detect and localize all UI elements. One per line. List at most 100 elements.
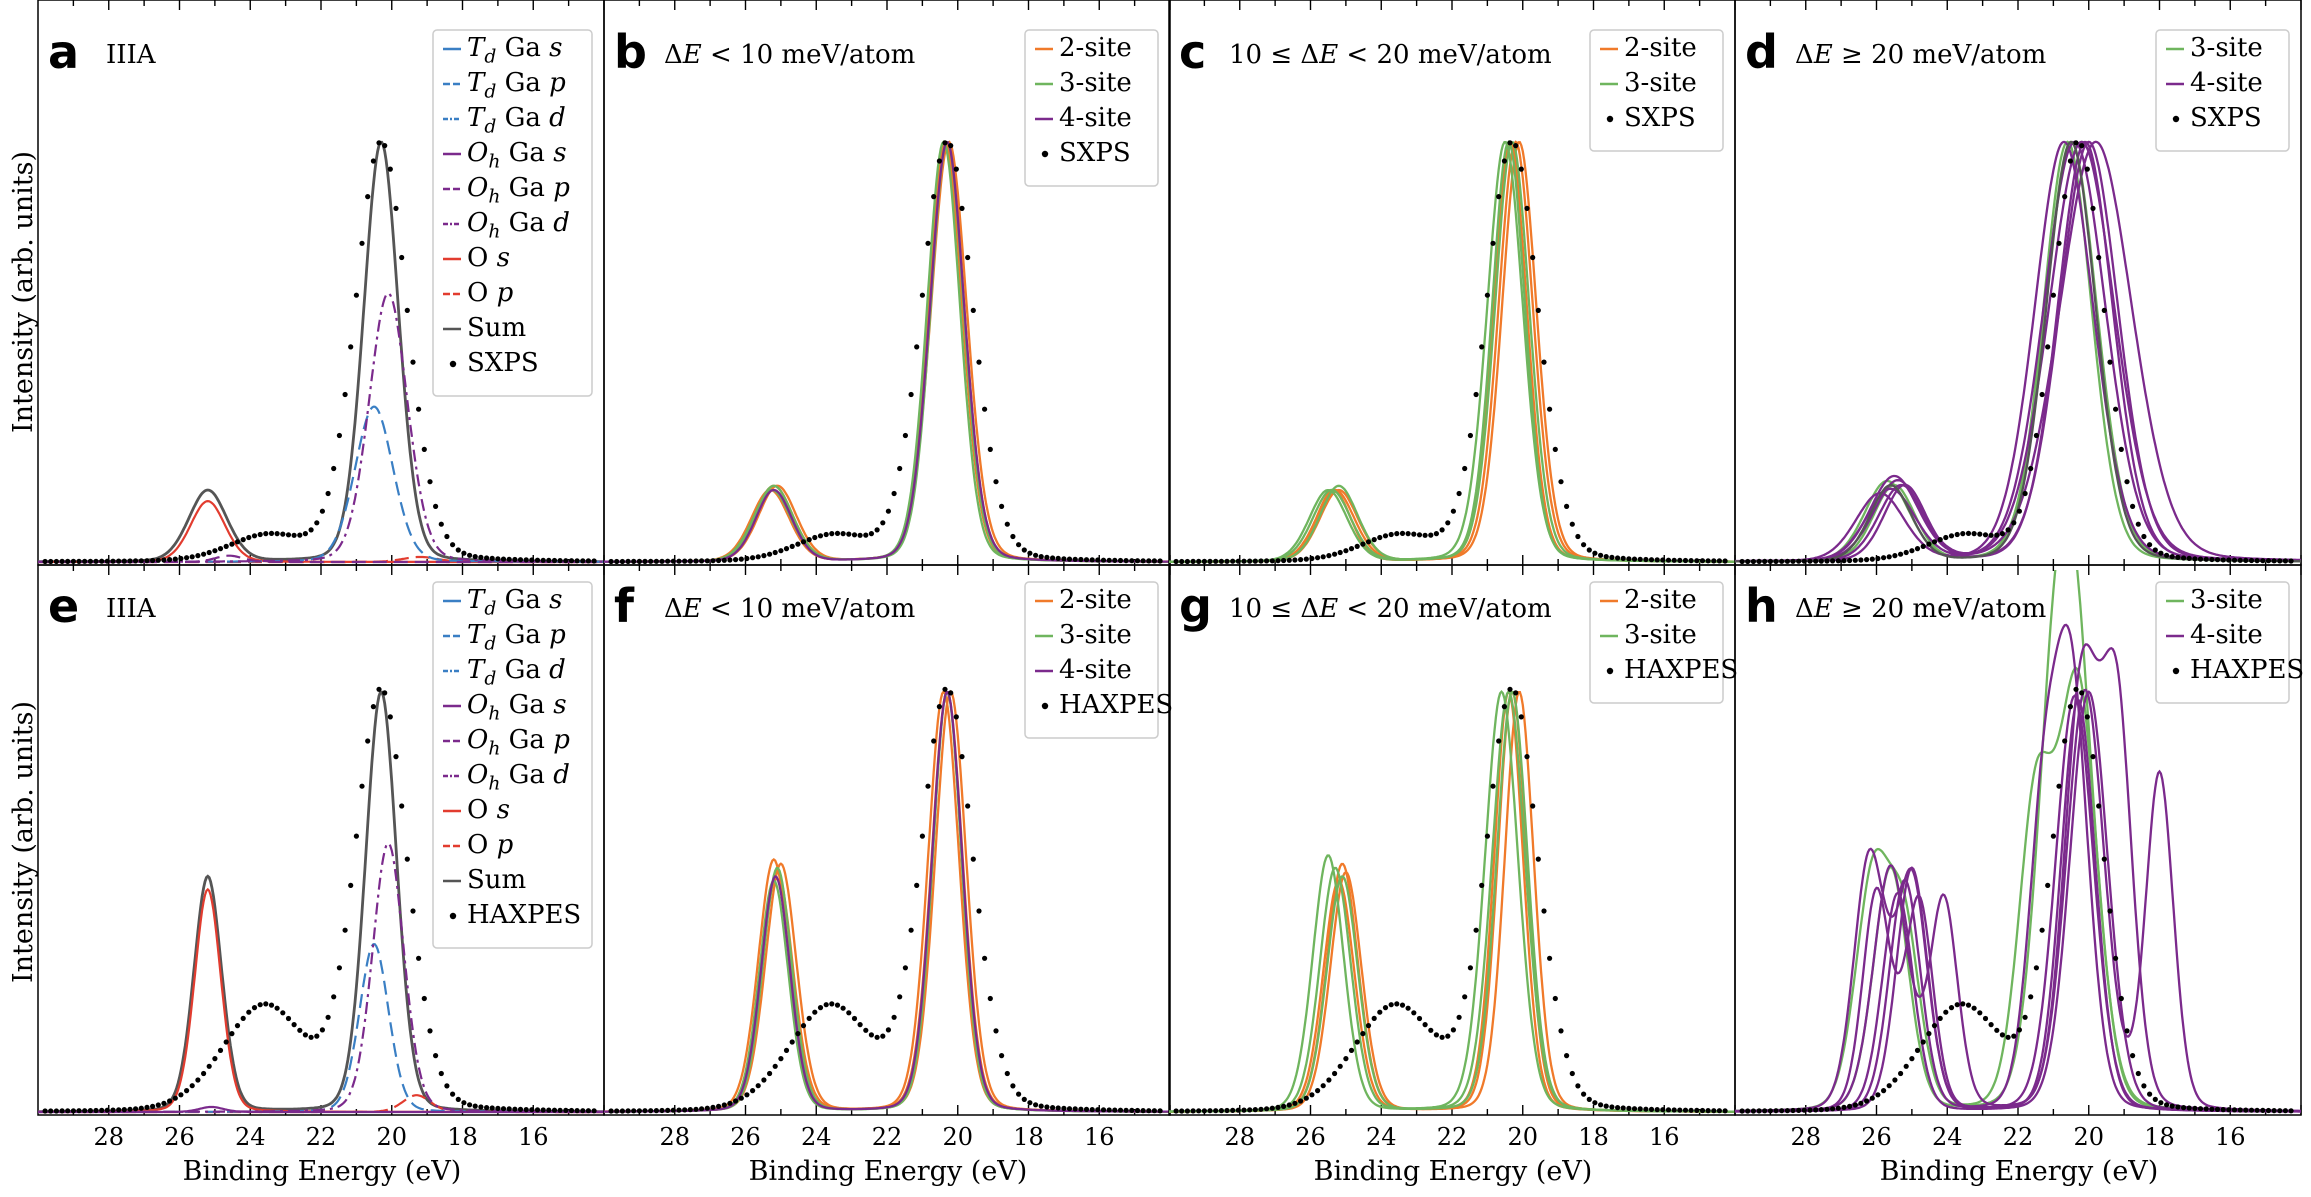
experimental-point bbox=[733, 1098, 739, 1104]
experimental-point bbox=[500, 556, 507, 562]
experimental-point bbox=[953, 714, 959, 720]
experimental-point bbox=[512, 556, 518, 563]
experimental-point bbox=[1739, 1108, 1745, 1114]
experimental-point bbox=[970, 307, 976, 313]
experimental-point bbox=[2169, 1103, 2175, 1109]
experimental-point bbox=[155, 557, 161, 563]
legend-marker bbox=[449, 912, 457, 920]
experimental-point bbox=[1433, 1032, 1439, 1038]
experimental-point bbox=[2237, 1107, 2243, 1113]
experimental-point bbox=[1377, 534, 1383, 541]
experimental-point bbox=[1909, 1056, 1915, 1062]
experimental-point bbox=[670, 558, 676, 564]
experimental-point bbox=[336, 432, 342, 439]
experimental-point bbox=[1501, 704, 1507, 710]
experimental-point bbox=[1569, 1070, 1575, 1077]
experimental-point bbox=[846, 531, 852, 537]
legend-label: Oh Ga d bbox=[467, 760, 570, 795]
experimental-point bbox=[1010, 1083, 1016, 1089]
experimental-point bbox=[359, 783, 365, 789]
experimental-point bbox=[319, 1027, 325, 1033]
experimental-point bbox=[251, 1005, 258, 1011]
model-curve-4-site bbox=[1735, 688, 2301, 1113]
experimental-point bbox=[563, 1107, 569, 1113]
experimental-point bbox=[438, 521, 444, 527]
legend-box bbox=[432, 29, 593, 397]
experimental-point bbox=[416, 955, 422, 961]
panel-title: 10 ≤ ΔE < 20 meV/atom bbox=[1229, 40, 1552, 70]
experimental-point bbox=[2175, 554, 2181, 561]
experimental-point bbox=[857, 532, 863, 538]
experimental-point bbox=[2164, 1102, 2170, 1108]
experimental-point bbox=[133, 558, 139, 564]
model-curve-3-site bbox=[1169, 141, 1735, 563]
experimental-point bbox=[427, 1028, 433, 1034]
experimental-point bbox=[472, 554, 478, 560]
experimental-point bbox=[1275, 1104, 1281, 1110]
experimental-point bbox=[1332, 1070, 1338, 1077]
experimental-point bbox=[846, 1010, 852, 1016]
experimental-point bbox=[1875, 555, 1881, 562]
experimental-point bbox=[2056, 240, 2062, 246]
experimental-point bbox=[1083, 557, 1090, 563]
experimental-point bbox=[48, 1108, 54, 1114]
experimental-point bbox=[540, 1107, 546, 1113]
experimental-point bbox=[1456, 490, 1462, 497]
experimental-point bbox=[1864, 1098, 1870, 1104]
experimental-point bbox=[710, 558, 716, 564]
experimental-point bbox=[1343, 1056, 1349, 1062]
experimental-point bbox=[1824, 1106, 1830, 1112]
experimental-point bbox=[1682, 557, 1689, 564]
legend-label: 3-site bbox=[1624, 620, 1697, 650]
experimental-point bbox=[1360, 541, 1366, 547]
legend-label: 2-site bbox=[1624, 585, 1697, 615]
experimental-point bbox=[2113, 406, 2119, 412]
experimental-point bbox=[2147, 542, 2153, 548]
experimental-point bbox=[1750, 1108, 1756, 1114]
experimental-point bbox=[642, 1108, 648, 1114]
legend-label: Td Ga s bbox=[467, 585, 562, 620]
experimental-point bbox=[2260, 1107, 2266, 1113]
experimental-point bbox=[563, 558, 569, 564]
experimental-point bbox=[1643, 1106, 1649, 1112]
experimental-point bbox=[1456, 1014, 1462, 1020]
experimental-point bbox=[914, 882, 920, 889]
x-tick-label: 18 bbox=[447, 1123, 478, 1151]
experimental-point bbox=[1965, 530, 1972, 537]
panel-letter: d bbox=[1745, 25, 1778, 79]
panel-letter: h bbox=[1745, 579, 1778, 633]
experimental-point bbox=[591, 1108, 597, 1114]
experimental-point bbox=[336, 965, 342, 971]
experimental-point bbox=[167, 1098, 173, 1104]
experimental-point bbox=[1365, 1023, 1372, 1029]
legend-label: 3-site bbox=[2190, 585, 2263, 615]
experimental-point bbox=[325, 1014, 331, 1020]
experimental-point bbox=[2073, 140, 2079, 146]
experimental-point bbox=[529, 1107, 535, 1113]
experimental-point bbox=[65, 1108, 71, 1114]
experimental-point bbox=[2277, 1108, 2283, 1114]
experimental-point bbox=[1072, 556, 1078, 562]
experimental-point bbox=[1479, 344, 1485, 350]
x-tick-label: 28 bbox=[1790, 1123, 1821, 1151]
experimental-point bbox=[704, 1105, 710, 1111]
experimental-point bbox=[1886, 1083, 1892, 1089]
experimental-point bbox=[1513, 143, 1519, 149]
experimental-point bbox=[167, 557, 173, 563]
experimental-point bbox=[619, 558, 625, 564]
experimental-point bbox=[189, 1083, 195, 1089]
experimental-point bbox=[348, 344, 354, 350]
experimental-point bbox=[1258, 1106, 1264, 1112]
x-axis-label: Binding Energy (eV) bbox=[1880, 1156, 2159, 1187]
experimental-point bbox=[1388, 531, 1394, 538]
model-curve-2-site bbox=[1169, 141, 1735, 563]
experimental-point bbox=[1790, 558, 1796, 564]
experimental-point bbox=[2090, 754, 2096, 760]
experimental-point bbox=[687, 1107, 693, 1113]
experimental-point bbox=[70, 1108, 76, 1114]
experimental-point bbox=[2158, 550, 2164, 556]
experimental-point bbox=[99, 558, 105, 564]
experimental-point bbox=[1552, 446, 1558, 452]
experimental-point bbox=[234, 1023, 241, 1029]
experimental-point bbox=[2011, 520, 2017, 526]
